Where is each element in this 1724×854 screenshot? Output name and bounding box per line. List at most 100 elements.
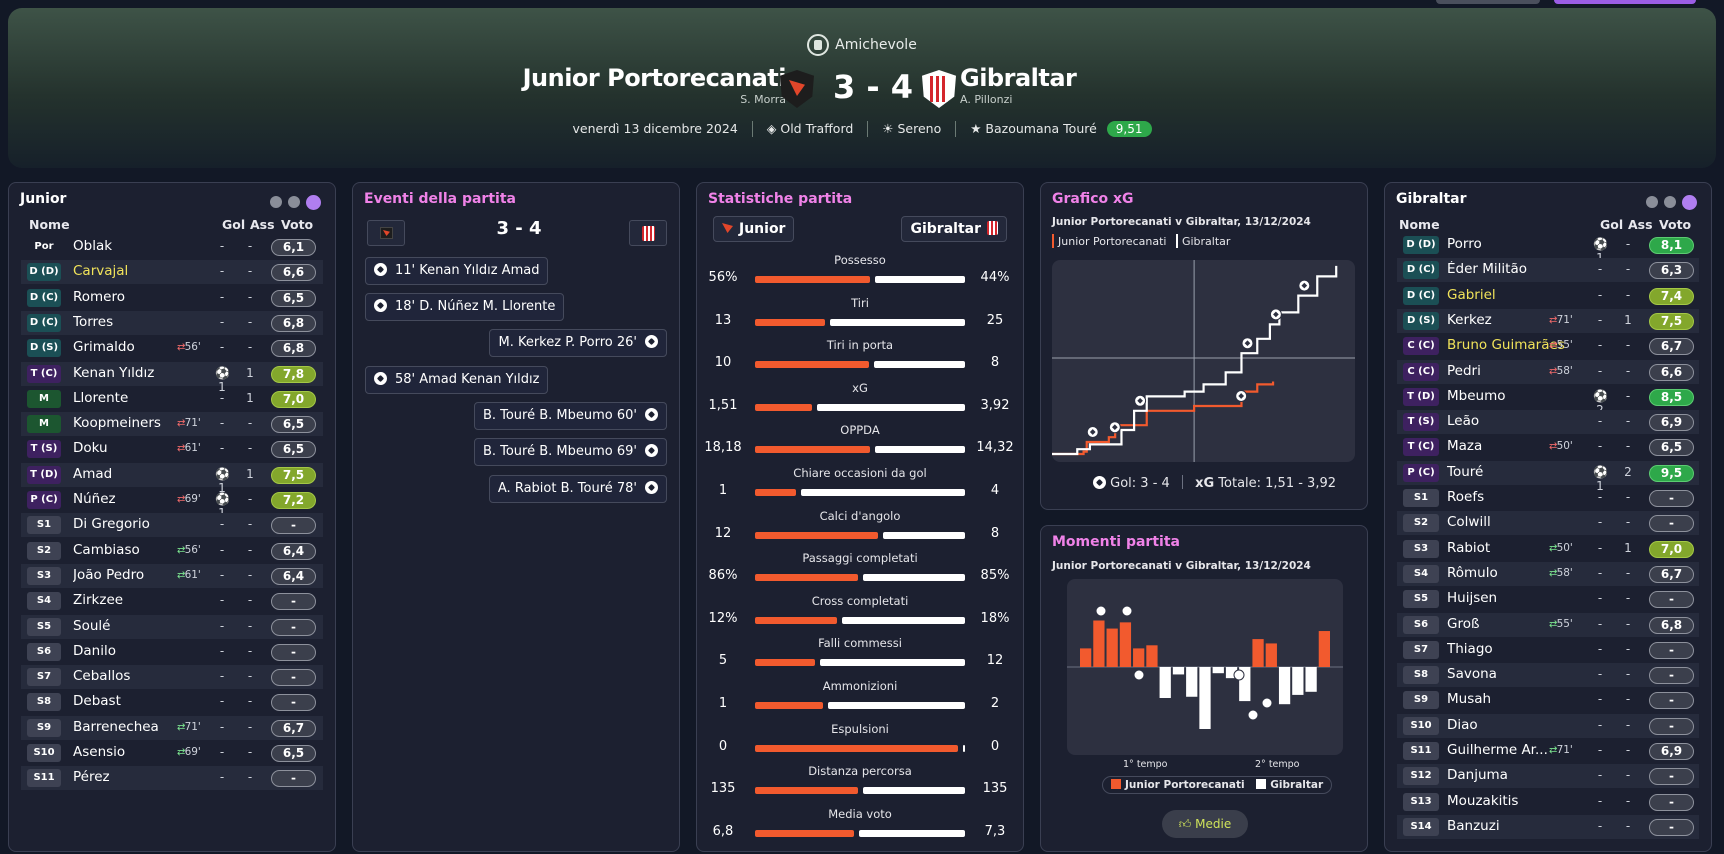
player-name[interactable]: Banzuzi [1447,817,1500,834]
event-item[interactable]: B. Touré B. Mbeumo 69' [473,438,667,466]
player-name[interactable]: João Pedro [73,566,145,583]
player-name[interactable]: Rômulo [1447,564,1498,581]
player-name[interactable]: Pérez [73,769,110,786]
player-name[interactable]: Ceballos [73,668,131,685]
player-row[interactable]: S1 Roefs - - - [1397,486,1699,510]
player-row[interactable]: S7 Thiago - - - [1397,638,1699,662]
player-name[interactable]: Rabiot [1447,539,1491,556]
player-name[interactable]: Maza [1447,438,1483,455]
col-rating-header[interactable]: Voto [281,217,314,232]
player-row[interactable]: S3 João Pedro ⇄ 61' - - 6,4 [21,563,323,588]
event-item[interactable]: M. Kerkez P. Porro 26' [489,329,667,357]
player-name[interactable]: Kerkez [1447,311,1492,328]
player-row[interactable]: M Llorente - 1 7,0 [21,387,323,411]
page-dot-active[interactable] [306,195,321,210]
player-row[interactable]: S10 Diao - - - [1397,713,1699,738]
player-row[interactable]: T (D) Amad ⚽1 1 7,5 [21,462,323,495]
player-row[interactable]: D (S) Grimaldo ⇄ 56' - - 6,8 [21,336,323,360]
player-name[interactable]: Doku [73,440,108,457]
page-dot[interactable] [1664,196,1676,208]
player-name[interactable]: Danilo [73,642,116,659]
player-name[interactable]: Colwill [1447,514,1491,531]
page-dot[interactable] [270,196,282,208]
player-name[interactable]: Gabriel [1447,286,1496,303]
stats-away-team[interactable]: Gibraltar [901,216,1007,242]
col-name-header[interactable]: Nome [1399,217,1440,232]
page-dot-active[interactable] [1682,195,1697,210]
player-row[interactable]: Por Oblak - - 6,1 [21,235,323,259]
player-name[interactable]: Bruno Guimarães [1447,337,1565,354]
player-name[interactable]: Porro [1447,236,1482,252]
event-item[interactable]: A. Rabiot B. Touré 78' [488,475,667,503]
player-row[interactable]: C (C) Pedri ⇄ 58' - - 6,6 [1397,359,1699,384]
col-goals-header[interactable]: Gol [222,217,246,232]
player-row[interactable]: P (C) Touré ⚽1 2 9,5 [1397,460,1699,493]
player-name[interactable]: Diao [1447,716,1478,733]
player-row[interactable]: S1 Di Gregorio - - - [21,513,323,538]
player-row[interactable]: P (C) Núñez ⇄ 69' ⚽1 - 7,2 [21,488,323,520]
stats-home-team[interactable]: Junior [713,216,795,242]
event-item[interactable]: 58' Amad Kenan Yıldız [365,366,549,394]
event-item[interactable]: 11' Kenan Yıldız Amad [365,257,549,285]
player-row[interactable]: S10 Asensio ⇄ 69' - - 6,5 [21,741,323,765]
panel-page-dots[interactable] [264,193,321,212]
player-name[interactable]: Barrenechea [73,718,159,735]
player-row[interactable]: T (C) Maza ⇄ 50' - - 6,5 [1397,435,1699,459]
player-row[interactable]: S6 Danilo - - - [21,640,323,664]
player-row[interactable]: S3 Rabiot ⇄ 50' - 1 7,0 [1397,537,1699,561]
averages-button[interactable]: 👍︎ Medie [1162,810,1248,838]
player-row[interactable]: D (C) Torres - - 6,8 [21,310,323,335]
player-name[interactable]: Pedri [1447,362,1481,379]
player-name[interactable]: Cambiaso [73,541,140,558]
player-row[interactable]: S9 Barrenechea ⇄ 71' - - 6,7 [21,715,323,740]
player-row[interactable]: S4 Rômulo ⇄ 58' - - 6,7 [1397,561,1699,586]
col-assists-header[interactable]: Ass [250,217,275,232]
away-team-name[interactable]: Gibraltar [960,64,1077,92]
player-name[interactable]: Debast [73,693,121,710]
player-row[interactable]: T (S) Doku ⇄ 61' - - 6,5 [21,437,323,461]
home-team-block[interactable]: Junior Portorecanati S. Morra [522,64,787,106]
player-row[interactable]: S14 Banzuzi - - - [1397,814,1699,839]
player-name[interactable]: Mbeumo [1447,387,1506,404]
player-name[interactable]: Musah [1447,691,1492,708]
player-name[interactable]: Guilherme Ar... [1447,742,1548,758]
player-name[interactable]: Carvajal [73,263,129,280]
player-name[interactable]: Leão [1447,413,1480,430]
player-row[interactable]: S5 Soulé - - - [21,614,323,639]
player-row[interactable]: D (C) Romero - - 6,5 [21,286,323,310]
player-row[interactable]: D (S) Kerkez ⇄ 71' - 1 7,5 [1397,308,1699,333]
player-row[interactable]: S7 Ceballos - - - [21,665,323,690]
page-dot[interactable] [288,196,300,208]
top-button-fragment-1[interactable] [1436,0,1540,4]
col-assists-header[interactable]: Ass [1628,217,1653,232]
home-team-name[interactable]: Junior Portorecanati [522,64,787,92]
player-name[interactable]: Koopmeiners [73,415,161,432]
player-name[interactable]: Grimaldo [73,339,135,356]
player-name[interactable]: Amad [73,465,113,482]
player-row[interactable]: D (C) Éder Militão - - 6,3 [1397,258,1699,283]
player-row[interactable]: S13 Mouzakitis - - - [1397,790,1699,814]
event-item[interactable]: 18' D. Núñez M. Llorente [365,293,565,321]
player-row[interactable]: S11 Pérez - - - [21,766,323,791]
away-team-block[interactable]: Gibraltar A. Pillonzi [960,64,1077,106]
col-name-header[interactable]: Nome [29,217,70,232]
top-button-fragment-2[interactable] [1554,0,1696,4]
player-row[interactable]: S11 Guilherme Ar... ⇄ 71' - - 6,9 [1397,739,1699,763]
player-row[interactable]: M Koopmeiners ⇄ 71' - - 6,5 [21,412,323,437]
player-name[interactable]: Danjuma [1447,767,1508,784]
player-name[interactable]: Di Gregorio [73,516,150,533]
player-name[interactable]: Huijsen [1447,590,1498,607]
player-row[interactable]: D (C) Gabriel - - 7,4 [1397,284,1699,308]
col-rating-header[interactable]: Voto [1659,217,1692,232]
player-row[interactable]: T (S) Leão - - 6,9 [1397,410,1699,435]
player-row[interactable]: S2 Cambiaso ⇄ 56' - - 6,4 [21,539,323,563]
panel-page-dots[interactable] [1640,193,1697,212]
player-row[interactable]: S4 Zirkzee - - - [21,589,323,613]
player-row[interactable]: S8 Savona - - - [1397,663,1699,688]
player-row[interactable]: S8 Debast - - - [21,690,323,714]
player-row[interactable]: C (C) Bruno Guimarães ⇄ 55' - - 6,7 [1397,334,1699,358]
page-dot[interactable] [1646,196,1658,208]
player-name[interactable]: Asensio [73,744,126,760]
player-row[interactable]: S12 Danjuma - - - [1397,764,1699,789]
player-name[interactable]: Kenan Yıldız [73,364,155,381]
